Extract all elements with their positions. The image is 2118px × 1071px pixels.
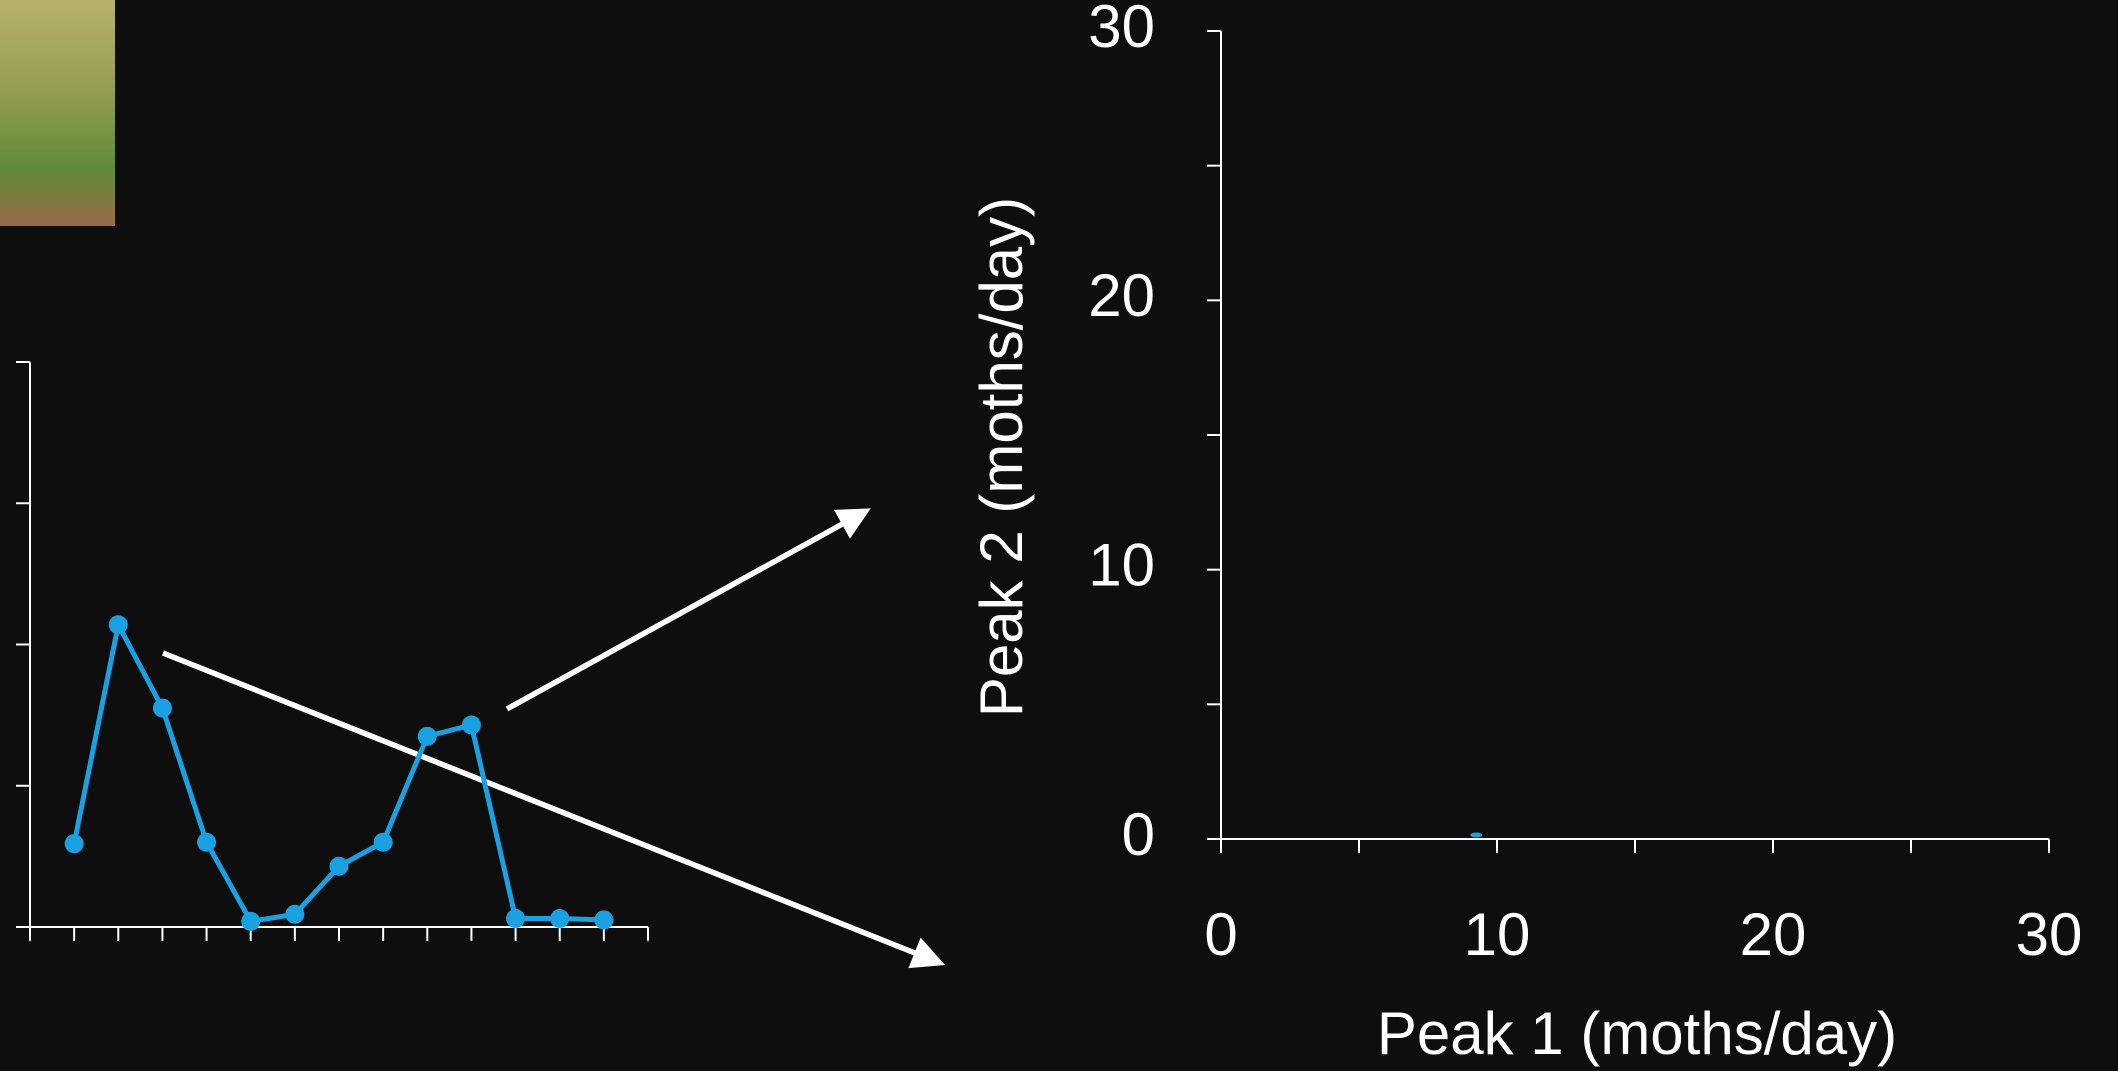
data-point [152, 698, 172, 718]
photo [0, 0, 115, 226]
arrow [161, 650, 946, 969]
y-tick-label: 30 [1088, 0, 1155, 60]
y-tick-label: 0 [1122, 801, 1155, 868]
data-point [594, 910, 614, 930]
arrow [505, 508, 871, 712]
data-point [241, 911, 261, 931]
data-point [64, 834, 84, 854]
data-point [285, 904, 305, 924]
data-point [329, 856, 349, 876]
data-point [461, 715, 481, 735]
data-point [373, 832, 393, 852]
data-point [506, 909, 526, 929]
data-point [550, 909, 570, 929]
y-tick-label: 10 [1088, 532, 1155, 599]
data-point [197, 832, 217, 852]
x-tick-label: 10 [1464, 901, 1531, 968]
data-point [417, 726, 437, 746]
x-tick-label: 30 [2016, 901, 2083, 968]
y-axis-label: Peak 2 (moths/day) [968, 197, 1035, 717]
x-tick-label: 0 [1204, 901, 1237, 968]
data-point [108, 615, 128, 635]
x-axis-label: Peak 1 (moths/day) [1377, 1000, 1897, 1067]
y-tick-label: 20 [1088, 262, 1155, 329]
data-point [1470, 832, 1483, 838]
x-tick-label: 20 [1740, 901, 1807, 968]
